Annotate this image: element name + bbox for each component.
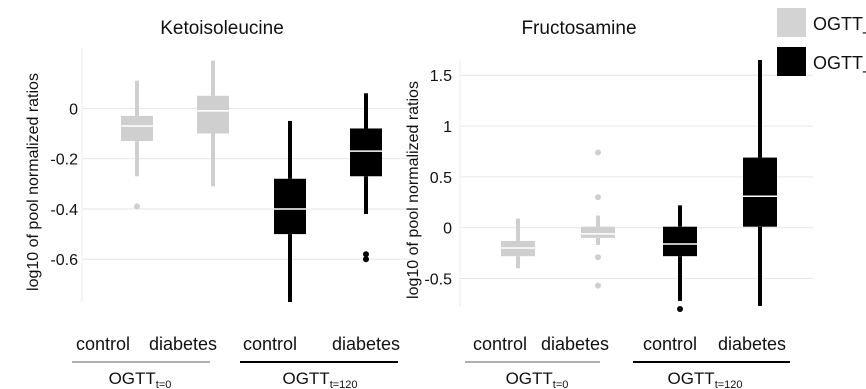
box-body bbox=[663, 226, 697, 257]
legend-swatch bbox=[777, 8, 806, 37]
outlier-point bbox=[595, 282, 601, 289]
legend-swatch bbox=[777, 47, 806, 76]
category-label: diabetes bbox=[718, 334, 786, 354]
group-label-sub: t=0 bbox=[156, 379, 172, 389]
group-label: OGTTt=0 bbox=[109, 369, 172, 389]
category-label: diabetes bbox=[332, 334, 400, 354]
group-label-main: OGTT bbox=[109, 369, 156, 388]
group-label-sub: t=120 bbox=[330, 379, 358, 389]
box-3 bbox=[743, 60, 777, 306]
group-label-main: OGTT bbox=[667, 369, 714, 388]
group-label-main: OGTT bbox=[282, 369, 329, 388]
box-body bbox=[743, 157, 777, 227]
outlier-point bbox=[363, 251, 369, 258]
legend-label: OGTT_0 bbox=[813, 14, 866, 35]
y-tick-label: 0.5 bbox=[430, 170, 452, 187]
group-label-main: OGTT bbox=[506, 369, 553, 388]
box-body bbox=[581, 226, 615, 238]
category-label: diabetes bbox=[149, 334, 217, 354]
y-tick-label: 1.5 bbox=[430, 68, 452, 85]
chart-title: Fructosamine bbox=[521, 18, 636, 39]
box-0 bbox=[121, 80, 153, 210]
y-tick-label: -0.4 bbox=[50, 202, 78, 219]
outlier-point bbox=[595, 254, 601, 261]
box-body bbox=[350, 128, 382, 177]
y-tick-label: -0.6 bbox=[50, 252, 78, 269]
box-body bbox=[274, 178, 306, 235]
legend-label: OGTT_120 bbox=[813, 53, 866, 74]
outlier-point bbox=[595, 149, 601, 156]
box-2 bbox=[274, 120, 306, 302]
group-label: OGTTt=120 bbox=[667, 369, 742, 389]
ketoisoleucine-panel: Ketoisoleucine 0 -0.2 -0.4 -0.6 log10 of pool… bbox=[25, 18, 410, 389]
category-label: control bbox=[76, 334, 130, 354]
box-0 bbox=[501, 218, 535, 269]
category-label: control bbox=[643, 334, 697, 354]
outlier-point bbox=[677, 306, 683, 313]
outlier-point bbox=[595, 194, 601, 201]
box-2 bbox=[663, 205, 697, 313]
y-tick-label: 0 bbox=[69, 101, 78, 118]
y-tick-label: -0.5 bbox=[424, 272, 452, 289]
group-label-sub: t=120 bbox=[715, 379, 743, 389]
legend: OGTT_0 OGTT_120 bbox=[777, 8, 866, 76]
group-label: OGTTt=0 bbox=[506, 369, 569, 389]
y-tick-label: 1 bbox=[443, 119, 452, 136]
outlier-point bbox=[134, 203, 140, 210]
box-body bbox=[197, 95, 229, 134]
y-axis-label: log10 of pool normalized ratios bbox=[405, 81, 422, 299]
y-axis-label: log10 of pool normalized ratios bbox=[25, 73, 42, 291]
box-3 bbox=[350, 93, 382, 263]
group-label: OGTTt=120 bbox=[282, 369, 357, 389]
category-label: control bbox=[473, 334, 527, 354]
box-body bbox=[121, 115, 153, 142]
outlier-point bbox=[363, 256, 369, 263]
category-label: diabetes bbox=[541, 334, 609, 354]
y-tick-label: -0.2 bbox=[50, 152, 78, 169]
y-tick-label: 0 bbox=[443, 221, 452, 238]
chart-title: Ketoisoleucine bbox=[160, 18, 284, 39]
group-label-sub: t=0 bbox=[553, 379, 569, 389]
box-1 bbox=[581, 149, 615, 289]
box-1 bbox=[197, 60, 229, 187]
category-label: control bbox=[243, 334, 297, 354]
